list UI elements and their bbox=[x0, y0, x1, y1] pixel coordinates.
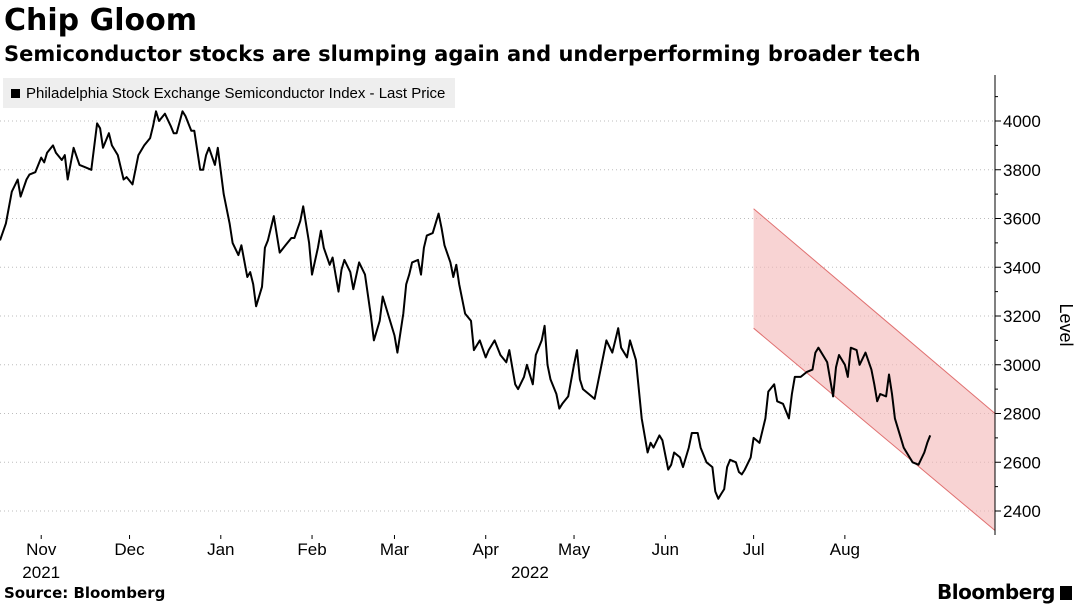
y-tick-label: 4000 bbox=[1003, 112, 1041, 131]
y-tick-label: 2400 bbox=[1003, 502, 1041, 521]
chart-title: Chip Gloom bbox=[4, 3, 197, 38]
series-line-sox bbox=[0, 110, 932, 500]
x-tick-label: Apr bbox=[472, 540, 499, 559]
x-tick-label: Jan bbox=[207, 540, 234, 559]
trend-channel-upper-line bbox=[753, 208, 996, 414]
brand-name: Bloomberg bbox=[937, 580, 1055, 604]
x-tick-label: Dec bbox=[114, 540, 145, 559]
trend-channel-lower-line bbox=[753, 327, 996, 531]
y-tick-label: 2800 bbox=[1003, 405, 1041, 424]
legend-swatch-icon bbox=[11, 88, 20, 98]
x-tick-label: Aug bbox=[830, 540, 860, 559]
x-tick-label: Jul bbox=[743, 540, 765, 559]
y-axis: 2400 2600 2800 3000 3200 3400 3600 3800 4000 Leve… bbox=[994, 75, 1076, 535]
x-tick-label: Jun bbox=[652, 540, 679, 559]
x-axis: Nov Dec Jan Feb Mar Apr May Jun Jul Aug 2021 2022 bbox=[22, 535, 860, 582]
series-layer bbox=[0, 110, 932, 500]
y-axis-title: Level bbox=[1056, 303, 1076, 346]
trend-channel-fill bbox=[753, 208, 995, 531]
x-tick-label: Nov bbox=[26, 540, 57, 559]
brand-terminal-icon bbox=[1060, 586, 1072, 600]
x-tick-label: Mar bbox=[380, 540, 410, 559]
y-tick-label: 3400 bbox=[1003, 258, 1041, 277]
x-year-label: 2021 bbox=[22, 563, 60, 582]
trend-channel bbox=[753, 208, 996, 531]
source-note: Source: Bloomberg bbox=[4, 584, 166, 602]
x-tick-label: May bbox=[558, 540, 591, 559]
x-tick-label: Feb bbox=[297, 540, 326, 559]
y-tick-label: 3600 bbox=[1003, 210, 1041, 229]
legend-label: Philadelphia Stock Exchange Semiconducto… bbox=[26, 84, 446, 102]
legend: Philadelphia Stock Exchange Semiconducto… bbox=[3, 78, 456, 108]
y-tick-label: 3200 bbox=[1003, 307, 1041, 326]
chart-subtitle: Semiconductor stocks are slumping again … bbox=[4, 42, 921, 66]
y-tick-label: 3800 bbox=[1003, 161, 1041, 180]
x-year-label: 2022 bbox=[511, 563, 549, 582]
brand-logo: Bloomberg bbox=[937, 580, 1072, 604]
y-tick-label: 3000 bbox=[1003, 356, 1041, 375]
y-tick-label: 2600 bbox=[1003, 453, 1041, 472]
